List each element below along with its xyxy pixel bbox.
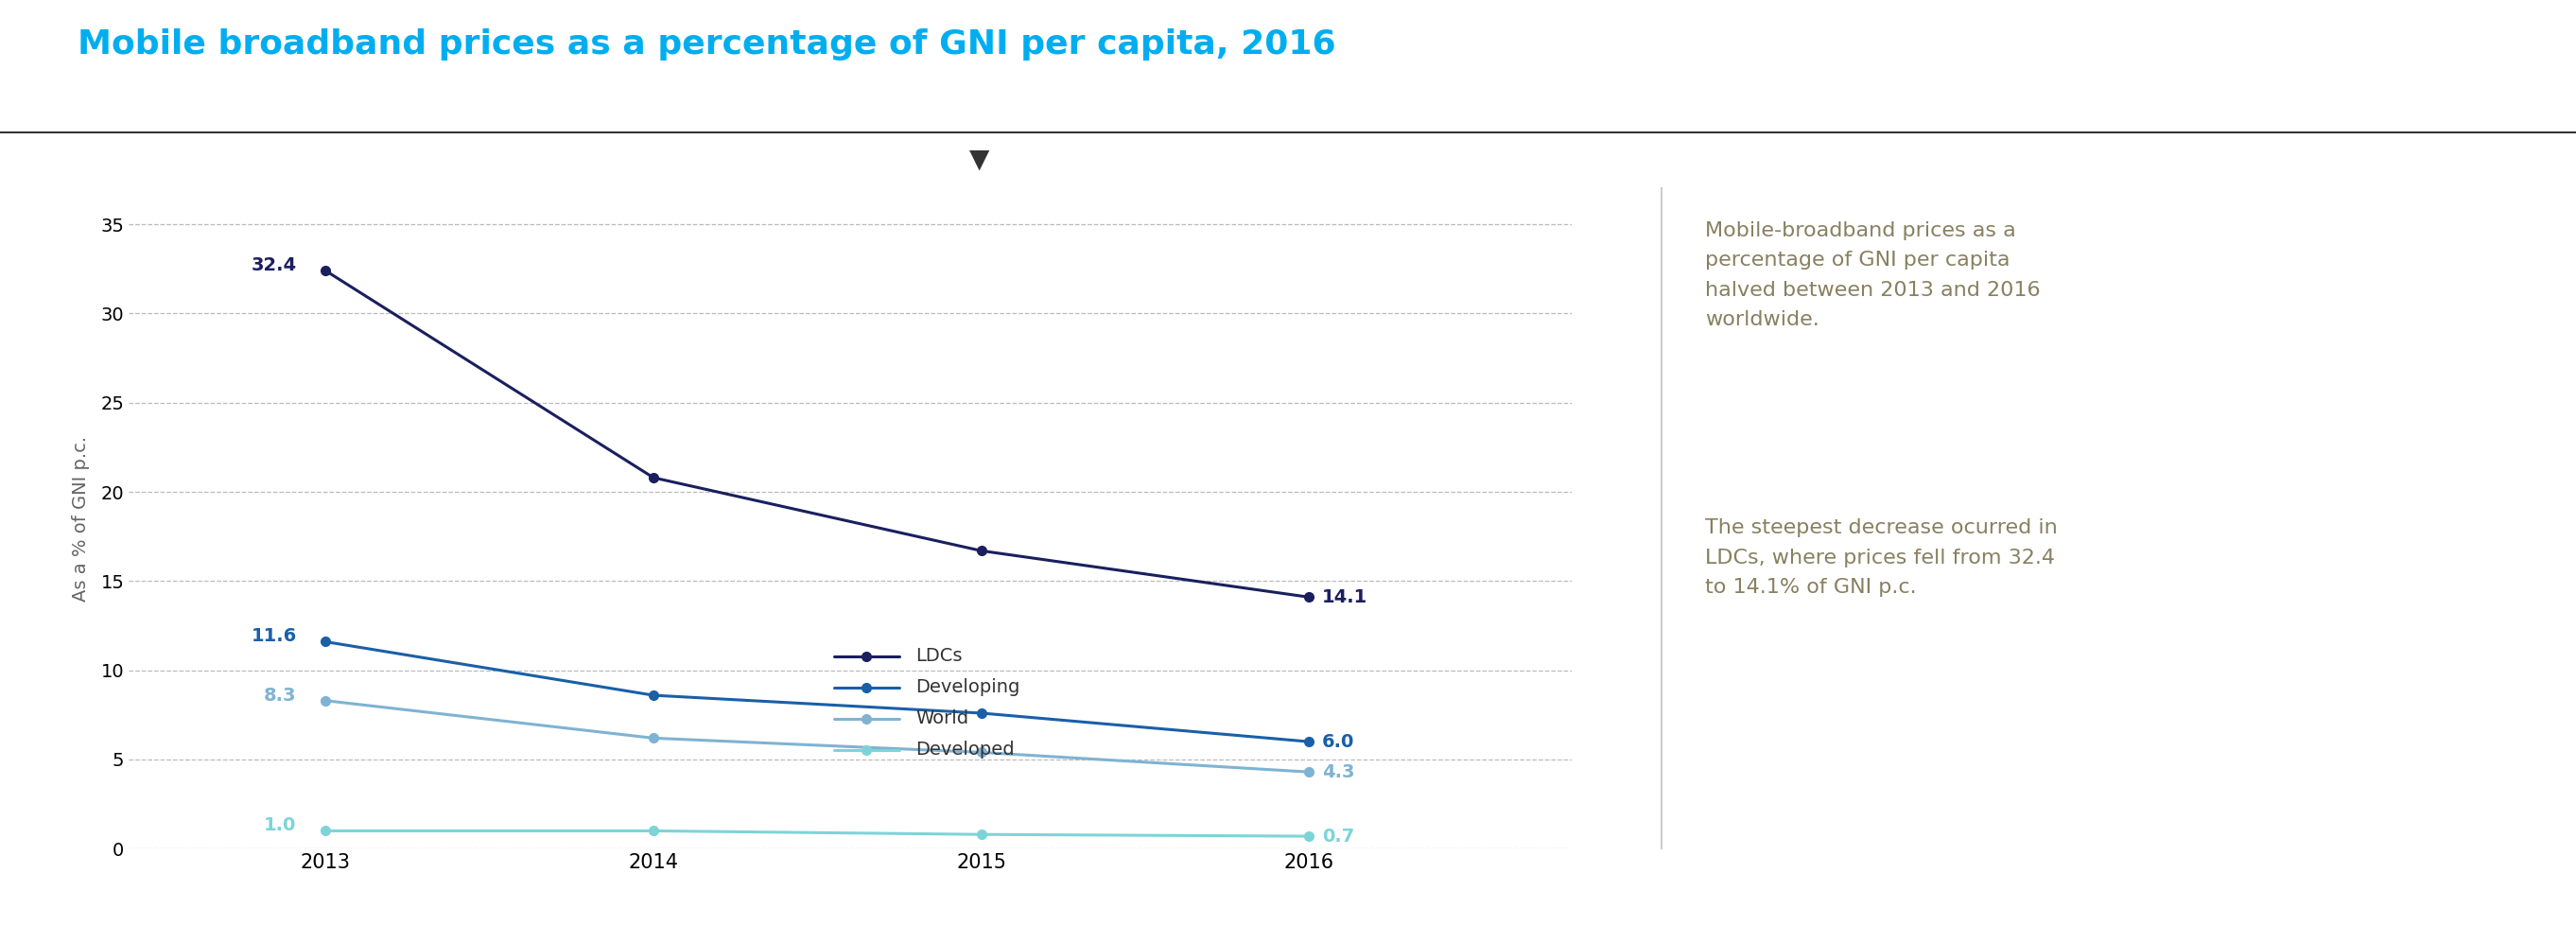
Text: The steepest decrease ocurred in
LDCs, where prices fell from 32.4
to 14.1% of G: The steepest decrease ocurred in LDCs, w… [1705, 519, 2058, 597]
Text: 4.3: 4.3 [1321, 763, 1355, 781]
Text: 8.3: 8.3 [263, 687, 296, 704]
Text: 0.7: 0.7 [1321, 827, 1355, 845]
Y-axis label: As a % of GNI p.c.: As a % of GNI p.c. [72, 436, 90, 602]
Text: ▼: ▼ [969, 146, 989, 173]
Text: World: World [914, 709, 969, 727]
Text: 6.0: 6.0 [1321, 733, 1355, 751]
Text: Mobile-broadband prices as a
percentage of GNI per capita
halved between 2013 an: Mobile-broadband prices as a percentage … [1705, 222, 2040, 329]
Text: Mobile broadband prices as a percentage of GNI per capita, 2016: Mobile broadband prices as a percentage … [77, 28, 1334, 60]
Text: 11.6: 11.6 [250, 627, 296, 645]
Text: LDCs: LDCs [914, 647, 963, 665]
Text: Developed: Developed [914, 740, 1015, 759]
Text: 32.4: 32.4 [250, 256, 296, 274]
Text: 14.1: 14.1 [1321, 588, 1368, 606]
Text: 1.0: 1.0 [265, 817, 296, 835]
Text: Developing: Developing [914, 678, 1020, 696]
